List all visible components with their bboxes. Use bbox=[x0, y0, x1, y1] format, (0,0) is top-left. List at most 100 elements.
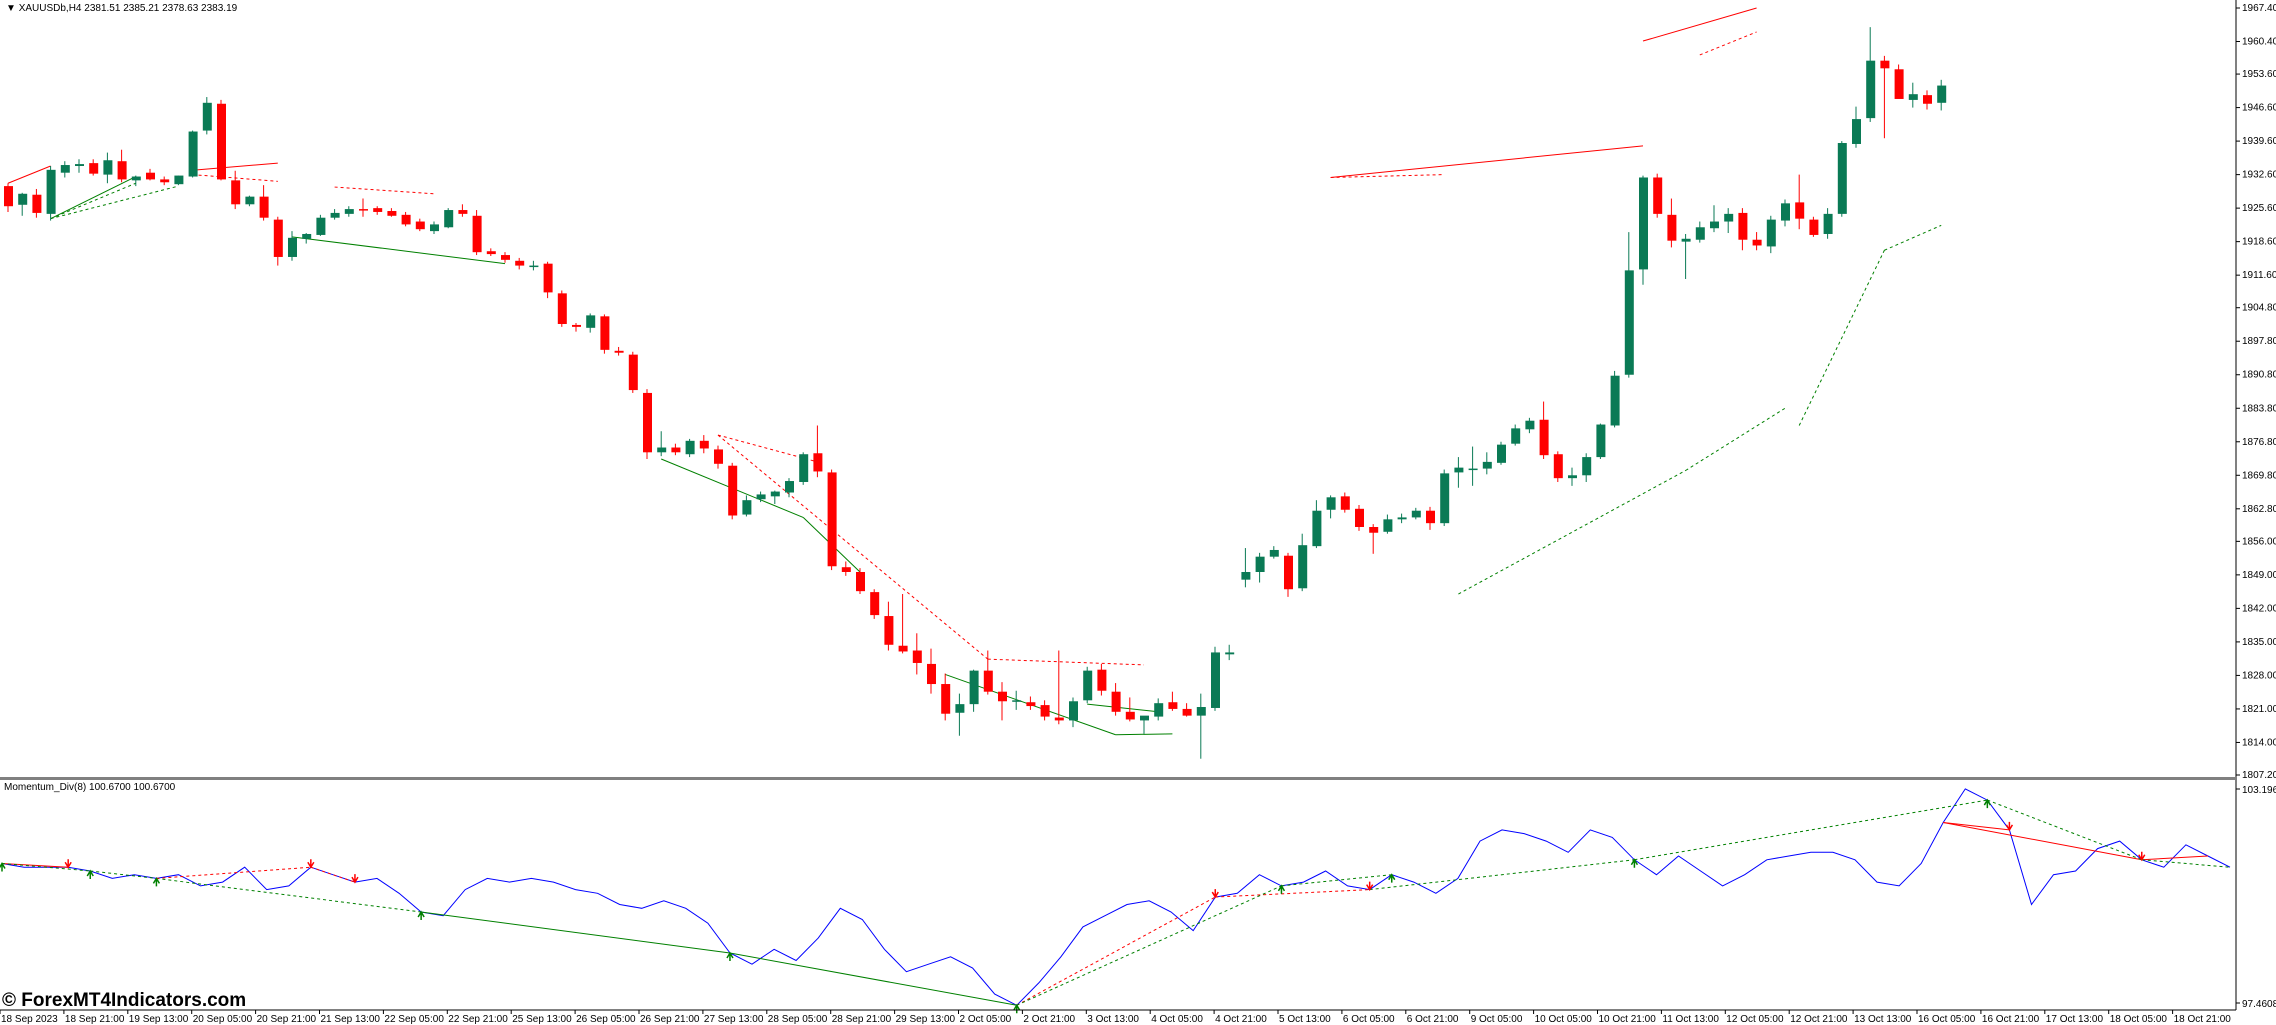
bearish-candle bbox=[217, 103, 226, 180]
bearish-candle bbox=[898, 645, 908, 652]
time-tick-label: 18 Oct 05:00 bbox=[2110, 1014, 2168, 1025]
momentum-bullish-divergence-line bbox=[2141, 859, 2231, 868]
time-tick-label: 25 Sep 13:00 bbox=[512, 1014, 572, 1025]
bullish-candle bbox=[1766, 219, 1776, 247]
time-tick-label: 12 Oct 21:00 bbox=[1790, 1014, 1848, 1025]
bearish-divergence-line bbox=[7, 165, 51, 184]
bearish-candle bbox=[1369, 526, 1379, 533]
time-tick-label: 4 Oct 05:00 bbox=[1151, 1014, 1203, 1025]
bearish-candle bbox=[1111, 691, 1121, 712]
bullish-candle bbox=[1298, 545, 1308, 589]
time-tick-label: 10 Oct 21:00 bbox=[1599, 1014, 1657, 1025]
price-tick-label: 1807.20 bbox=[2242, 770, 2276, 781]
bearish-hidden-divergence-line bbox=[987, 658, 1145, 666]
bullish-candle bbox=[131, 176, 141, 181]
price-tick-label: 1932.60 bbox=[2242, 170, 2276, 181]
bearish-candle bbox=[117, 161, 127, 180]
bullish-arrow-icon bbox=[1013, 1003, 1021, 1014]
bullish-candle bbox=[1525, 420, 1535, 430]
time-tick-label: 13 Oct 13:00 bbox=[1854, 1014, 1912, 1025]
time-tick-label: 20 Sep 21:00 bbox=[257, 1014, 317, 1025]
bullish-arrow-icon bbox=[1630, 858, 1639, 868]
chart-menu-triangle-icon[interactable]: ▼ bbox=[6, 3, 16, 14]
price-tick-label: 1828.00 bbox=[2242, 670, 2276, 681]
bearish-candle bbox=[1795, 202, 1805, 219]
time-tick-label: 16 Oct 05:00 bbox=[1918, 1014, 1976, 1025]
bearish-candle bbox=[1894, 69, 1904, 99]
symbol-header: ▼ XAUUSDb,H4 2381.51 2385.21 2378.63 238… bbox=[6, 3, 237, 14]
bearish-candle bbox=[1553, 454, 1563, 479]
bullish-candle bbox=[1468, 468, 1478, 471]
bearish-candle bbox=[1667, 214, 1677, 241]
bullish-divergence-line bbox=[291, 236, 506, 265]
time-tick-label: 28 Sep 05:00 bbox=[768, 1014, 828, 1025]
time-tick-label: 4 Oct 21:00 bbox=[1215, 1014, 1267, 1025]
bullish-candle bbox=[1710, 221, 1719, 229]
bearish-candle bbox=[1880, 60, 1890, 69]
bearish-candle bbox=[813, 453, 823, 472]
bullish-candle bbox=[1695, 227, 1705, 240]
bullish-candle bbox=[1937, 85, 1947, 103]
bullish-candle bbox=[1312, 510, 1322, 547]
symbol-quote-text: XAUUSDb,H4 2381.51 2385.21 2378.63 2383.… bbox=[18, 3, 238, 14]
bearish-candle bbox=[1539, 419, 1549, 456]
bearish-candle bbox=[160, 179, 170, 183]
price-chart-pane[interactable] bbox=[4, 7, 1947, 759]
time-tick-label: 21 Sep 13:00 bbox=[321, 1014, 381, 1025]
bearish-candle bbox=[1125, 711, 1135, 720]
time-tick-label: 17 Oct 13:00 bbox=[2046, 1014, 2104, 1025]
bearish-candle bbox=[998, 691, 1007, 702]
bearish-candle bbox=[600, 316, 610, 350]
time-tick-label: 22 Sep 05:00 bbox=[384, 1014, 444, 1025]
bullish-candle bbox=[1211, 652, 1220, 708]
bullish-hidden-divergence-line bbox=[1458, 470, 1686, 595]
bearish-candle bbox=[1752, 239, 1762, 246]
bullish-arrow-icon bbox=[726, 951, 734, 962]
momentum-line bbox=[1, 788, 2231, 1006]
bullish-candle bbox=[1241, 571, 1251, 580]
bullish-candle bbox=[444, 210, 454, 228]
price-tick-label: 1849.00 bbox=[2242, 570, 2276, 581]
price-tick-label: 1876.80 bbox=[2242, 437, 2276, 448]
price-tick-label: 1821.00 bbox=[2242, 704, 2276, 715]
bullish-candle bbox=[1837, 143, 1847, 214]
bullish-candle bbox=[1823, 213, 1833, 234]
indicator-tick-label: 103.1966 bbox=[2242, 785, 2276, 796]
bearish-candle bbox=[231, 180, 241, 205]
momentum-bearish-divergence-line bbox=[156, 866, 311, 879]
bullish-candle bbox=[742, 500, 752, 515]
bullish-hidden-divergence-line bbox=[1685, 407, 1786, 471]
bullish-candle bbox=[1397, 517, 1407, 520]
bullish-candle bbox=[586, 315, 596, 328]
bearish-candle bbox=[1168, 702, 1178, 709]
bullish-candle bbox=[1225, 652, 1235, 655]
price-tick-label: 1856.00 bbox=[2242, 536, 2276, 547]
bullish-divergence-line bbox=[1087, 703, 1159, 713]
time-tick-label: 10 Oct 05:00 bbox=[1535, 1014, 1593, 1025]
price-tick-label: 1939.60 bbox=[2242, 136, 2276, 147]
bullish-candle bbox=[1269, 549, 1279, 557]
bullish-candle bbox=[1140, 715, 1149, 721]
time-tick-label: 20 Sep 05:00 bbox=[193, 1014, 253, 1025]
pane-separator bbox=[0, 777, 2236, 780]
bearish-candle bbox=[1284, 555, 1293, 590]
bullish-candle bbox=[1497, 444, 1506, 463]
bullish-arrow-icon bbox=[1277, 884, 1286, 894]
momentum-bearish-divergence-line bbox=[310, 866, 356, 883]
bearish-candle bbox=[628, 354, 638, 391]
bearish-candle bbox=[415, 221, 425, 230]
time-tick-label: 3 Oct 13:00 bbox=[1087, 1014, 1139, 1025]
bearish-candle bbox=[1040, 705, 1050, 717]
bullish-candle bbox=[1582, 457, 1592, 476]
bullish-candle bbox=[770, 491, 780, 497]
bullish-candle bbox=[1511, 428, 1521, 444]
bullish-candle bbox=[1639, 177, 1648, 270]
bullish-divergence-line bbox=[50, 176, 137, 220]
bearish-divergence-line bbox=[1330, 145, 1644, 178]
momentum-indicator-pane[interactable] bbox=[0, 788, 2231, 1014]
bullish-candle bbox=[60, 165, 70, 173]
bearish-candle bbox=[458, 210, 468, 214]
bearish-hidden-divergence-line bbox=[1699, 31, 1757, 56]
momentum-bullish-divergence-line bbox=[156, 877, 422, 913]
